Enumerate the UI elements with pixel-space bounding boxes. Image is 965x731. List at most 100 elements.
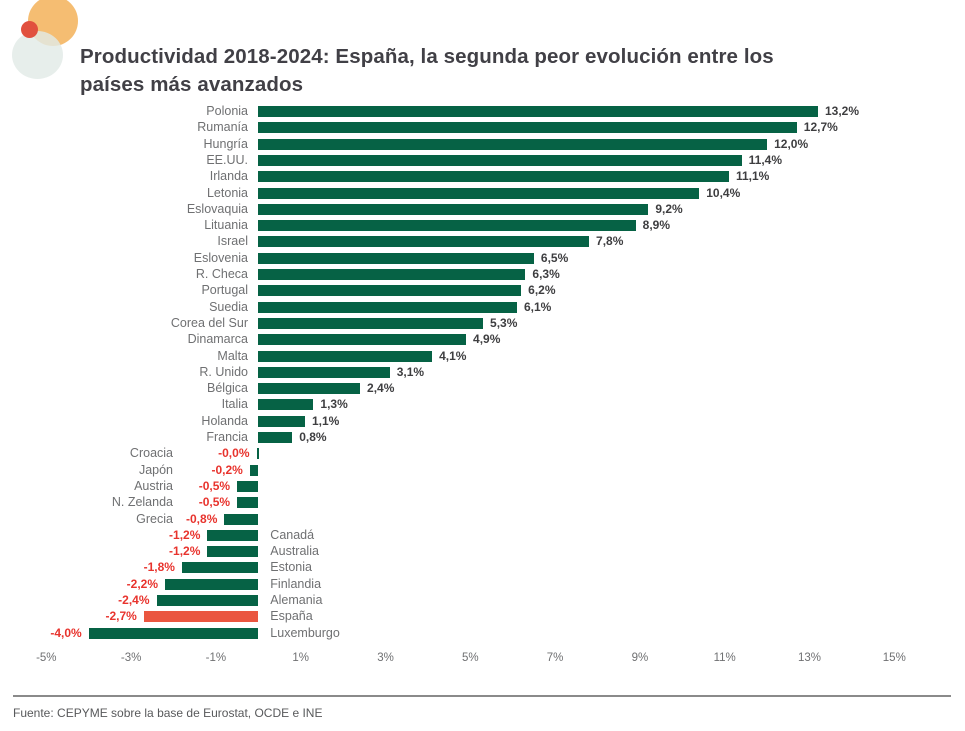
bar [258,366,390,378]
value-label: 1,3% [320,397,348,412]
bar [258,171,729,183]
country-label: Eslovenia [193,250,248,265]
x-axis-tick-label: -5% [36,652,57,664]
value-label: 4,1% [439,348,467,363]
value-label: 6,1% [523,299,552,314]
country-label: Eslovaquia [186,201,248,216]
bar [237,480,259,492]
value-label: 7,8% [596,234,624,249]
value-label: -2,7% [105,609,137,624]
country-label: Austria [134,478,173,493]
bar [258,252,534,264]
value-label: -1,2% [169,527,201,542]
bar [237,497,259,509]
bar [258,285,522,297]
value-label: 10,4% [706,185,741,200]
value-label: 11,1% [735,169,770,184]
bar [258,106,818,117]
x-axis-tick-label: -3% [120,652,142,664]
value-label: -2,2% [126,576,159,591]
value-label: 2,4% [367,381,395,396]
logo-teal-circle-icon [12,31,63,79]
value-label: -0,5% [198,495,231,510]
bar [258,399,314,411]
bar [258,122,797,134]
value-label: 0,8% [299,430,327,444]
value-label: 13,2% [824,104,859,118]
bar [258,334,467,346]
bar [258,350,433,362]
value-label: 9,2% [655,201,683,216]
country-label: Irlanda [209,169,248,184]
bar [258,415,305,427]
value-label: -1,2% [169,544,201,559]
value-label: 4,9% [473,332,501,347]
value-label: -0,8% [186,511,218,526]
value-label: 12,7% [803,120,838,135]
country-label: Dinamarca [187,332,248,347]
country-label: Italia [221,397,248,412]
page-title-line2: países más avanzados [80,72,304,96]
country-label: Corea del Sur [170,315,248,330]
value-label: 6,5% [540,250,569,265]
bar [249,464,259,476]
country-label: Alemania [270,593,323,607]
value-label: 11,4% [748,152,783,167]
bar [258,220,636,232]
bar [207,546,259,558]
x-axis-tick-label: 13% [797,652,822,664]
country-label: EE.UU. [206,152,248,167]
x-axis-tick-label: 9% [631,652,649,664]
page-title: Productividad 2018-2024: España, la segu… [80,43,940,99]
bar [156,595,259,606]
country-label: Australia [270,544,319,559]
country-label: Portugal [201,283,248,298]
country-label: Japón [138,462,173,477]
country-label: R. Unido [199,364,248,379]
value-label: -1,8% [143,560,175,575]
footer-divider [13,695,951,697]
country-label: Canadá [270,527,315,542]
logo-red-circle-icon [21,21,38,38]
value-label: -0,5% [198,478,231,493]
value-label: -0,0% [218,446,250,461]
value-label: 1,1% [311,413,340,428]
value-label: 8,9% [642,218,671,233]
country-label: Israel [217,234,248,249]
country-label: Rumanía [197,120,248,135]
bar-espana-highlight [143,611,259,623]
country-label: Holanda [201,413,248,428]
x-axis-tick-label: 5% [461,652,479,664]
bar [258,383,361,395]
x-axis-tick-label: 7% [546,652,564,664]
value-label: 6,2% [528,283,556,298]
country-label: Croacia [129,446,173,461]
value-label: 6,3% [532,267,560,281]
bar [258,203,649,215]
bar [224,513,259,525]
bar [88,627,259,639]
bar [258,236,590,248]
bar [258,269,526,280]
bar [258,154,742,166]
value-label: 5,3% [490,315,518,330]
country-label: R. Checa [195,267,248,281]
country-label: Hungría [203,136,248,151]
value-label: 3,1% [396,364,425,379]
value-label: -2,4% [118,593,150,607]
country-label: Bélgica [207,381,248,396]
bar [258,432,293,443]
x-axis-tick-label: 1% [292,652,309,664]
country-label: Letonia [206,185,248,200]
bar [207,529,259,541]
country-label: Malta [217,348,248,363]
x-axis-tick-label: 11% [713,652,736,664]
country-label: N. Zelanda [111,495,173,510]
source-note: Fuente: CEPYME sobre la base de Eurostat… [13,706,323,720]
bar [165,578,259,590]
country-label: Estonia [270,560,312,575]
country-label: Finlandia [270,576,322,591]
page-title-line1: Productividad 2018-2024: España, la segu… [80,44,774,68]
